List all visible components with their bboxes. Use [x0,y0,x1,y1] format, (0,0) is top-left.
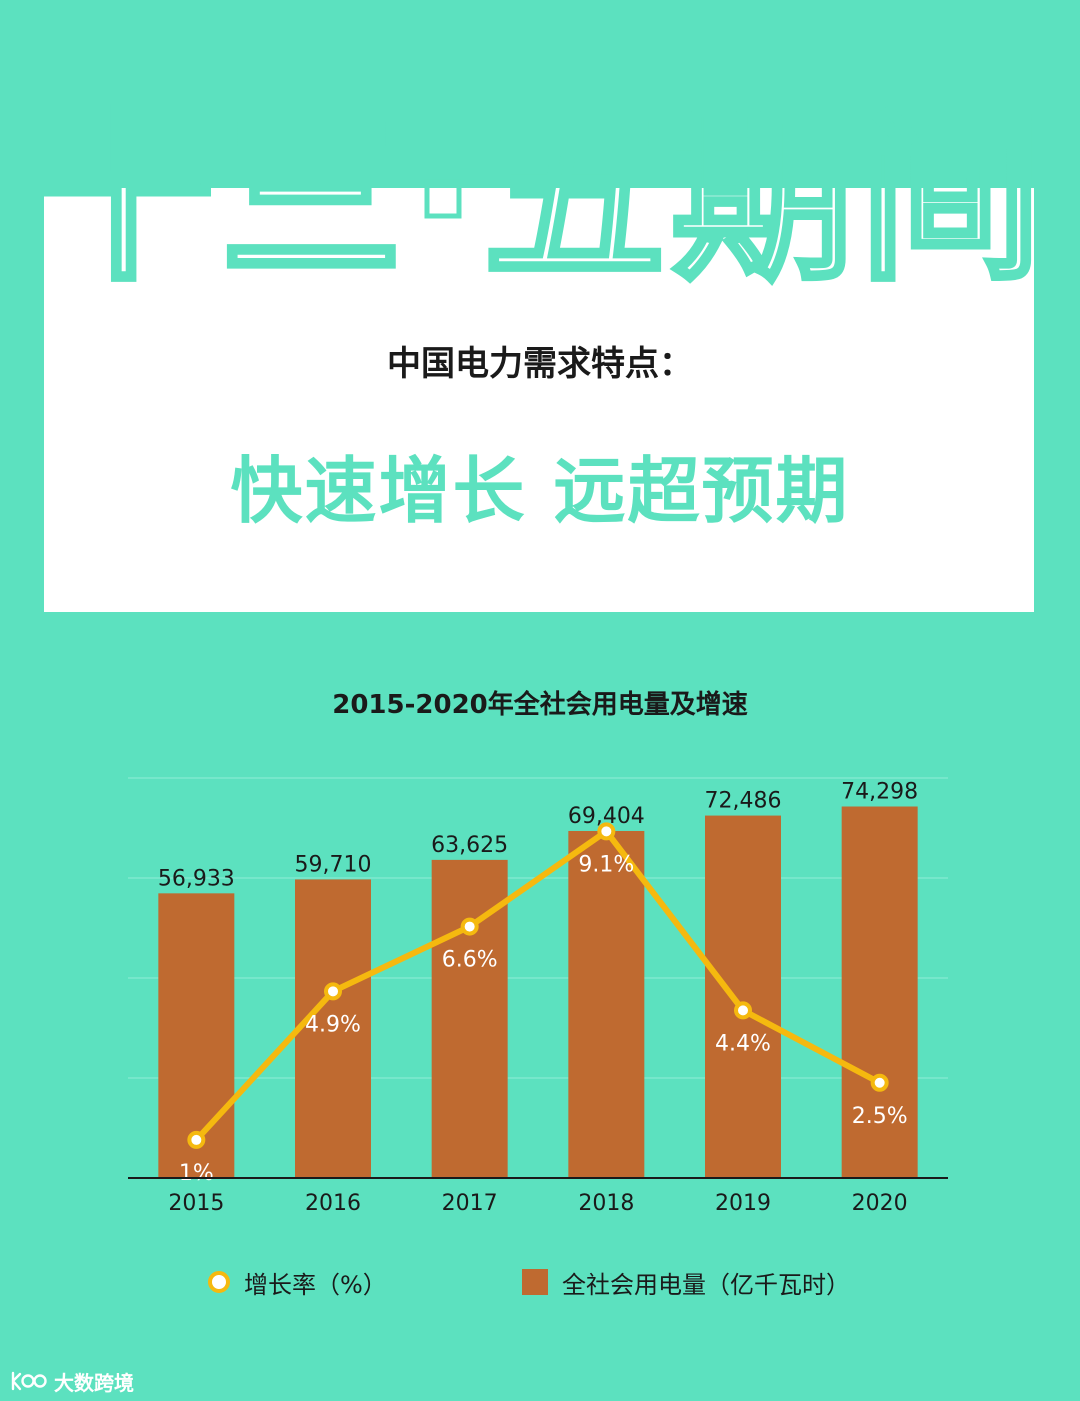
growth-point [324,982,342,1001]
legend-marker-growth [208,1271,230,1293]
watermark-text: 大数跨境 [54,1370,134,1395]
bar-value-label: 74,298 [841,780,918,805]
x-tick-label: 2020 [852,1191,908,1216]
watermark: 大数跨境 [10,1366,134,1396]
main-slogan: 快速增长 远超预期 [230,449,850,533]
bar [705,815,781,1178]
growth-points [187,822,889,1149]
subtitle: 中国电力需求特点： [387,344,693,384]
bars [158,806,918,1178]
x-tick-label: 2015 [168,1191,224,1216]
bar [568,830,645,1178]
legend-label-growth: 增长率（%） [244,1270,387,1299]
x-tick-label: 2018 [578,1191,634,1216]
bar-value-label: 63,625 [431,833,508,858]
legend-item-growth: 增长率（%） [208,1260,387,1304]
growth-point [734,1001,752,1020]
growth-value-label: 1% [179,1161,214,1186]
chart-title: 2015-2020年全社会用电量及增速 [332,690,748,720]
growth-value-label: 9.1% [578,852,634,877]
growth-line-group [193,828,883,1143]
growth-point [460,917,479,936]
grid-lines [128,777,948,1079]
headline-card [44,188,1034,612]
legend-label-volume: 全社会用电量（亿千瓦时） [562,1270,850,1299]
bar-value-label: 72,486 [705,789,782,814]
growth-value-label: 6.6% [442,948,498,973]
bar-value-label: 56,933 [158,866,235,891]
growth-labels: 1% 4.9% 6.6% 9.1% 4.4% 2.5% [179,852,908,1186]
x-tick-label: 2017 [442,1191,498,1216]
growth-value-label: 2.5% [852,1104,908,1129]
growth-point [870,1073,889,1092]
growth-point [597,822,616,841]
legend-item-volume: 全社会用电量（亿千瓦时） [522,1260,850,1304]
x-tick-label: 2016 [305,1191,361,1216]
headline-text: 十三·五期间 [32,93,1047,300]
bar-value-label: 59,710 [295,852,372,877]
x-tick-label: 2019 [715,1191,771,1216]
bar [295,879,371,1178]
x-axis: 2015 2016 2017 2018 2019 2020 [128,1177,948,1216]
growth-point [187,1130,206,1149]
growth-value-label: 4.9% [305,1012,361,1037]
legend: 增长率（%） 全社会用电量（亿千瓦时） [0,1260,1080,1304]
legend-marker-volume [522,1269,548,1295]
bar [841,806,918,1178]
growth-value-label: 4.4% [715,1031,771,1056]
watermark-logo-icon [11,1371,47,1391]
headline-outline-title: 十三·五期间 [30,91,1047,301]
growth-line [193,828,883,1143]
bar [158,893,235,1178]
bar [431,859,508,1178]
